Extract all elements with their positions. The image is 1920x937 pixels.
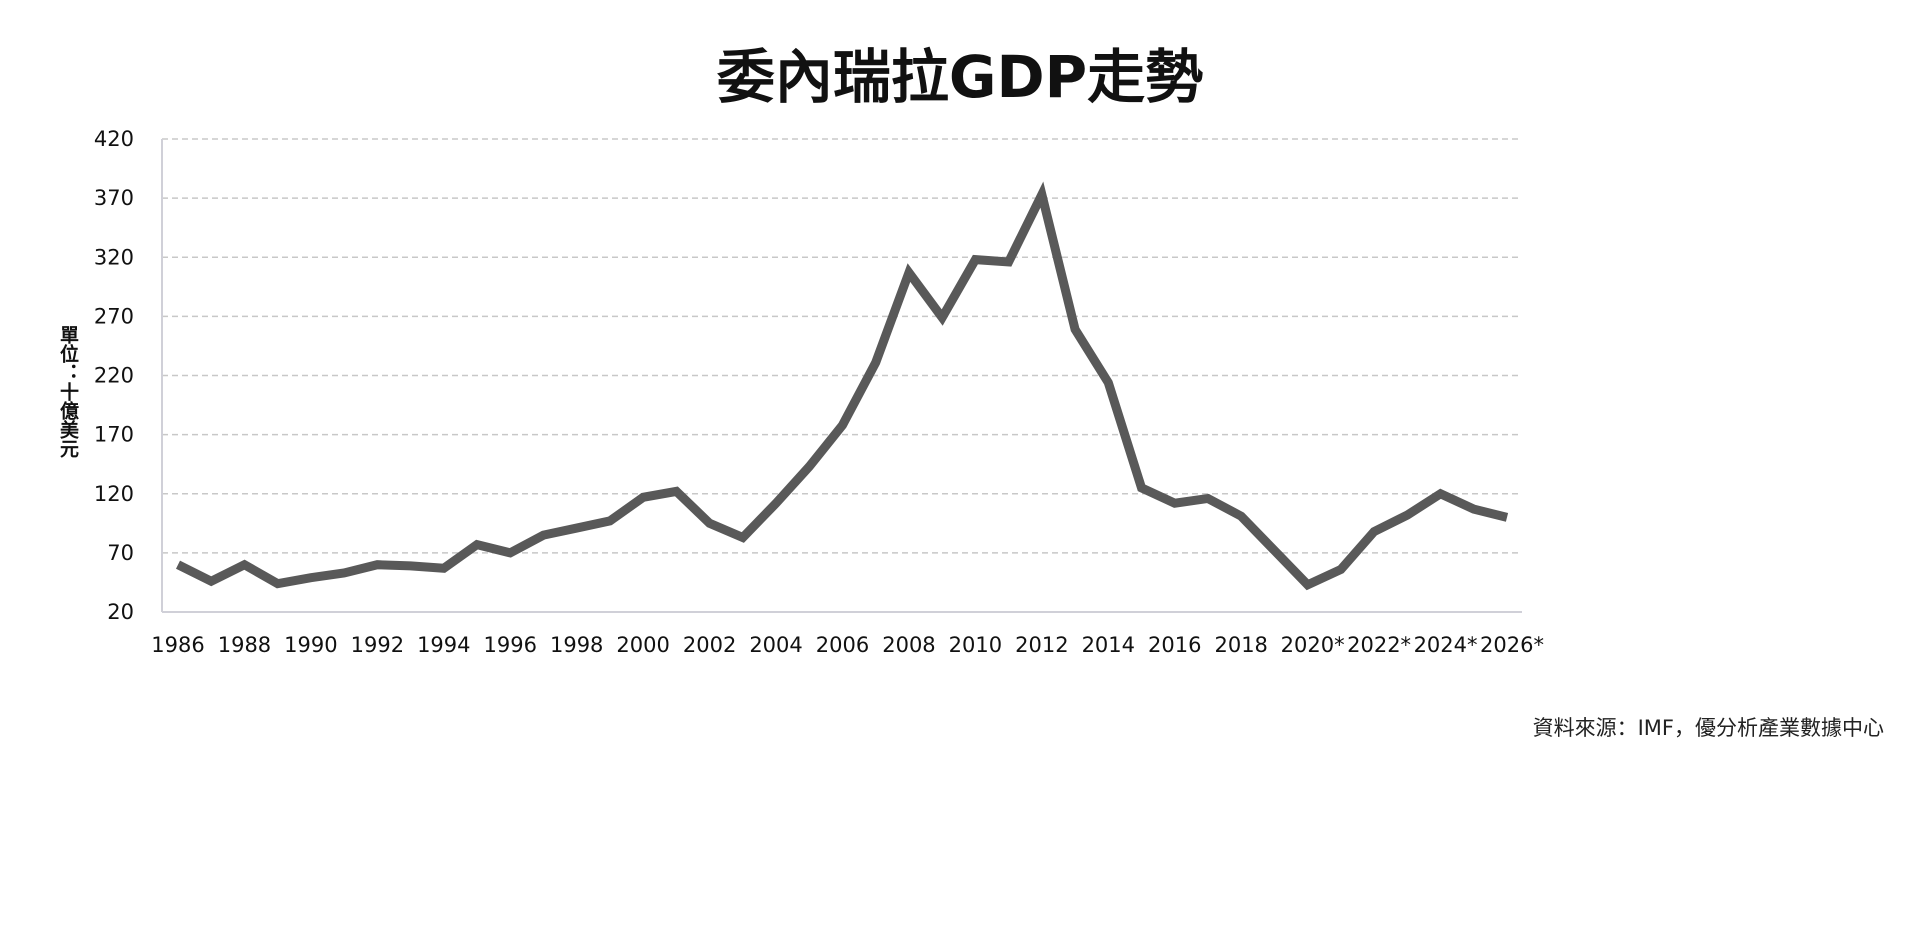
x-tick-label: 1988 [218,633,271,657]
x-tick-label: 2014 [1082,633,1135,657]
x-tick-label: 1990 [284,633,337,657]
x-tick-label: 1994 [417,633,470,657]
x-tick-label: 1998 [550,633,603,657]
x-tick-label: 2012 [1015,633,1068,657]
y-axis-label: 單位：十億美元 [57,325,79,458]
y-tick-label: 120 [94,482,134,506]
x-tick-label: 2002 [683,633,736,657]
y-tick-label: 20 [107,600,134,624]
x-tick-label: 2010 [949,633,1002,657]
y-tick-label: 220 [94,364,134,388]
chart-title: 委內瑞拉GDP走勢 [716,43,1204,111]
gdp-line [175,181,1509,591]
x-tick-label: 2026* [1480,633,1544,657]
x-tick-label: 1996 [484,633,537,657]
x-tick-label: 2004 [749,633,802,657]
y-tick-label: 420 [94,127,134,151]
x-tick-label: 2000 [616,633,669,657]
x-tick-label: 2016 [1148,633,1201,657]
y-tick-label: 370 [94,186,134,210]
source-note: 資料來源：IMF，優分析產業數據中心 [1532,716,1884,740]
x-tick-label: 1986 [151,633,204,657]
x-tick-label: 2022* [1347,633,1411,657]
x-tick-label: 2020* [1281,633,1345,657]
x-tick-label: 2018 [1214,633,1267,657]
x-tick-label: 2008 [882,633,935,657]
x-tick-label: 1992 [351,633,404,657]
y-tick-label: 70 [107,541,134,565]
x-tick-label: 2024* [1414,633,1478,657]
y-tick-label: 320 [94,245,134,269]
x-tick-label: 2006 [816,633,869,657]
y-tick-label: 270 [94,304,134,328]
y-tick-label: 170 [94,423,134,447]
